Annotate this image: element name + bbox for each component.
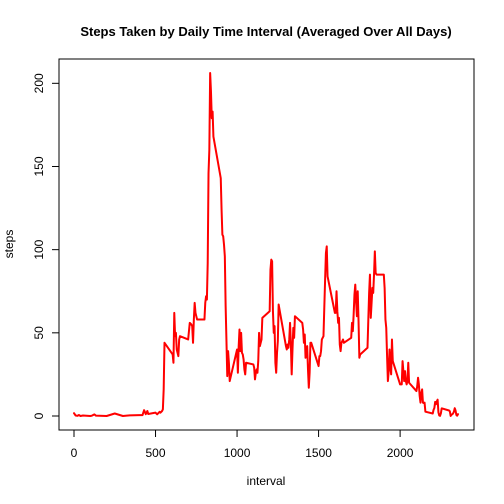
- chart-title: Steps Taken by Daily Time Interval (Aver…: [80, 24, 451, 39]
- y-tick-label: 150: [32, 156, 46, 176]
- x-tick-label: 0: [71, 446, 78, 460]
- series-line-0: [73, 72, 459, 417]
- y-axis: 0 50 100 150 200: [32, 73, 60, 419]
- y-tick-label: 200: [32, 73, 46, 93]
- y-axis-label: steps: [2, 230, 16, 259]
- y-tick-label: 50: [32, 326, 46, 340]
- x-tick-label: 2000: [387, 446, 414, 460]
- y-tick-label: 100: [32, 239, 46, 259]
- x-tick-label: 500: [146, 446, 166, 460]
- series-layer: [73, 72, 459, 417]
- x-tick-label: 1000: [224, 446, 251, 460]
- x-axis: 0 500 1000 1500 2000: [71, 429, 414, 460]
- x-tick-label: 1500: [305, 446, 332, 460]
- y-tick-label: 0: [32, 412, 46, 419]
- x-axis-label: interval: [247, 474, 286, 488]
